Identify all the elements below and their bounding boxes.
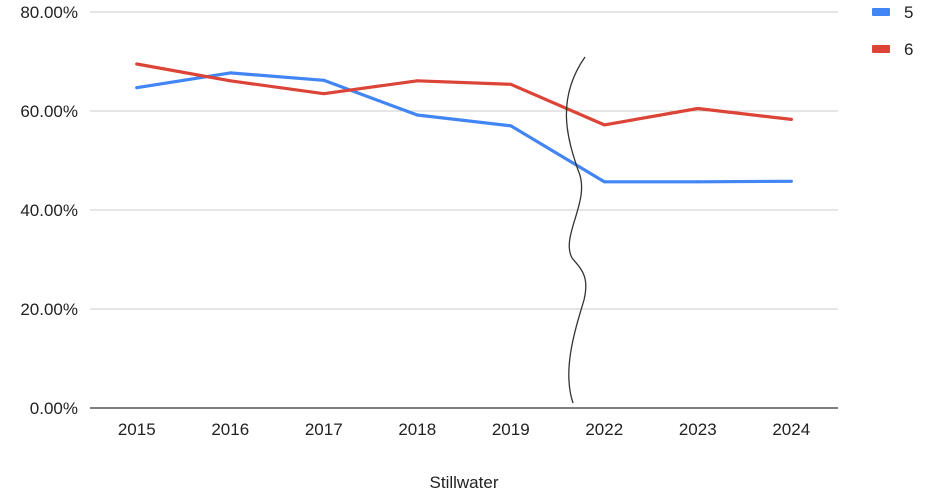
series-6 <box>135 62 793 127</box>
data-point <box>228 79 232 83</box>
legend-swatch <box>872 45 890 53</box>
x-axis-title: Stillwater <box>430 473 499 492</box>
y-tick-label: 20.00% <box>20 300 78 319</box>
x-tick-label: 2017 <box>305 420 343 439</box>
y-axis-tick-labels: 0.00% 20.00% 40.00% 60.00% 80.00% <box>20 3 78 418</box>
series-lines <box>135 62 793 184</box>
x-tick-label: 2019 <box>492 420 530 439</box>
y-tick-label: 40.00% <box>20 201 78 220</box>
data-point <box>789 179 793 183</box>
x-axis-tick-labels: 2015 2016 2017 2018 2019 2022 2023 2024 <box>118 420 810 439</box>
legend-item-6: 6 <box>872 40 913 59</box>
data-point <box>696 180 700 184</box>
y-tick-label: 60.00% <box>20 102 78 121</box>
y-tick-label: 80.00% <box>20 3 78 22</box>
x-tick-label: 2022 <box>585 420 623 439</box>
data-point <box>135 62 139 66</box>
series-5 <box>135 71 793 184</box>
data-point <box>135 86 139 90</box>
data-point <box>509 124 513 128</box>
series-line-6 <box>135 62 793 127</box>
legend-item-5: 5 <box>872 3 913 22</box>
data-point <box>602 123 606 127</box>
data-point <box>696 107 700 111</box>
data-point <box>228 71 232 75</box>
x-tick-label: 2015 <box>118 420 156 439</box>
data-point <box>415 113 419 117</box>
gridlines <box>90 11 838 310</box>
axis-break-squiggle <box>565 56 587 404</box>
legend: 56 <box>872 3 913 59</box>
legend-label: 6 <box>904 40 913 59</box>
series-line-5 <box>135 71 793 184</box>
x-tick-label: 2016 <box>211 420 249 439</box>
data-point <box>322 78 326 82</box>
data-point <box>322 92 326 96</box>
x-tick-label: 2024 <box>772 420 810 439</box>
legend-label: 5 <box>904 3 913 22</box>
x-tick-label: 2023 <box>679 420 717 439</box>
legend-swatch <box>872 8 890 16</box>
data-point <box>509 82 513 86</box>
data-point <box>602 180 606 184</box>
data-point <box>415 79 419 83</box>
x-tick-label: 2018 <box>398 420 436 439</box>
data-point <box>789 117 793 121</box>
y-tick-label: 0.00% <box>30 399 78 418</box>
